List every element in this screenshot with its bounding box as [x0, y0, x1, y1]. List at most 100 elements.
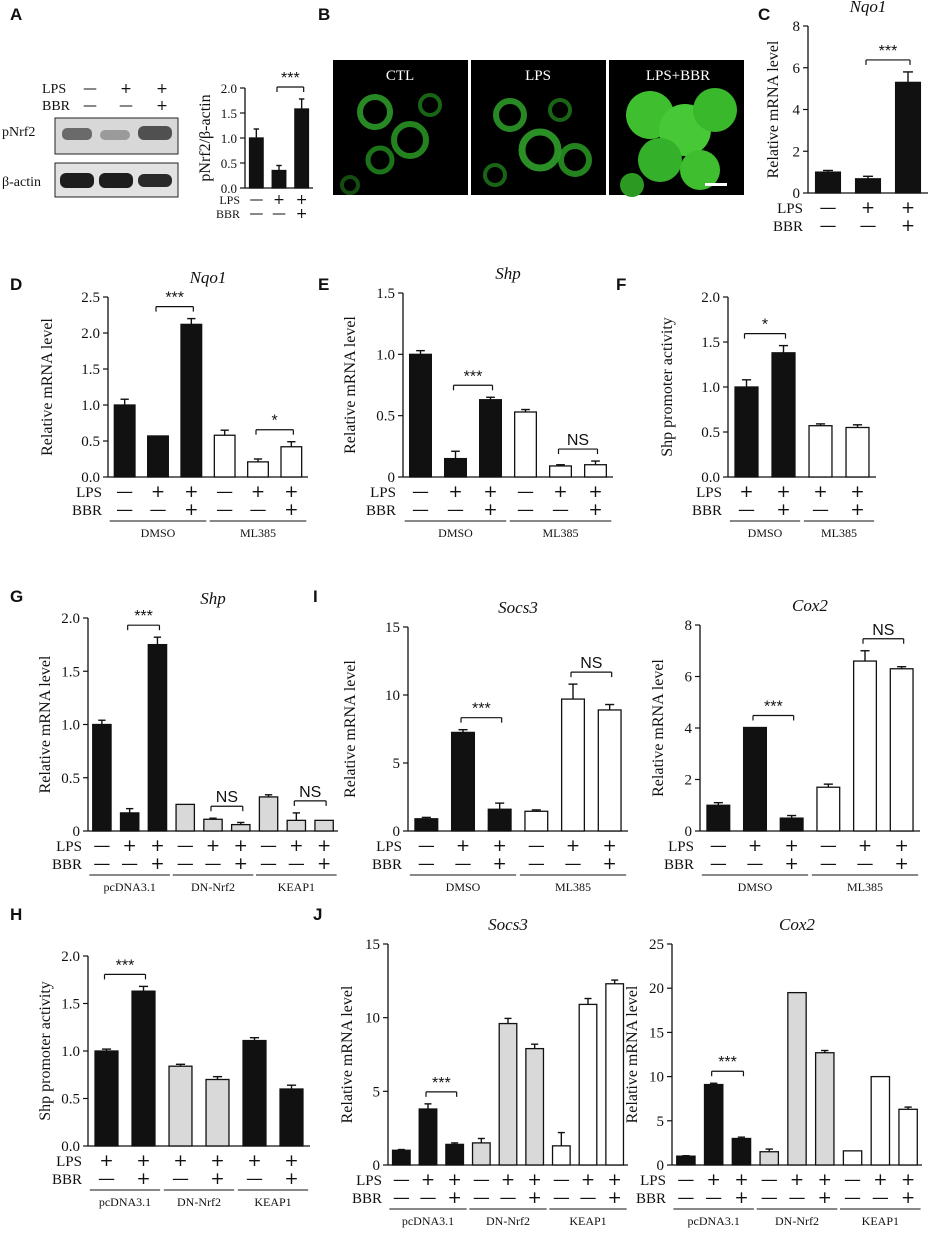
y-tick-label: 0.5	[61, 1092, 80, 1108]
chart-title: Cox2	[779, 915, 815, 934]
condition-sign: +	[813, 482, 827, 502]
condition-sign: +	[151, 482, 165, 502]
chart-d-nqo1: 0.0 0.5 1.0 1.5 2.0 2.5 Relative mRNA level Nqo…	[39, 268, 308, 540]
condition-sign: —	[473, 1188, 490, 1208]
condition-sign: +	[901, 216, 915, 236]
bar	[597, 709, 622, 832]
wb-sign: +	[156, 81, 168, 97]
group-label: KEAP1	[569, 1214, 606, 1228]
micrograph-lps: LPS	[471, 60, 606, 195]
bar	[408, 353, 432, 478]
wb-row-label-bbr: BBR	[42, 99, 71, 114]
condition-sign: +	[901, 198, 915, 218]
group-label: DN-Nrf2	[177, 1195, 221, 1209]
y-axis-title: pNrf2/β-actin	[197, 94, 214, 181]
significance-label: ***	[281, 70, 300, 87]
y-axis-title: Relative mRNA level	[765, 40, 782, 178]
y-tick-label: 10	[649, 1070, 664, 1086]
condition-sign: —	[761, 1170, 778, 1190]
y-tick-label: 2.0	[61, 949, 80, 965]
bar	[584, 464, 608, 478]
y-tick-label: 6	[685, 670, 693, 686]
condition-row-label: LPS	[777, 201, 803, 217]
group-label: DMSO	[446, 880, 481, 894]
panel-label-j: J	[313, 905, 322, 924]
significance-label: ***	[718, 1054, 737, 1071]
condition-sign: —	[747, 854, 764, 874]
condition-sign: +	[858, 836, 872, 856]
bar	[549, 465, 573, 478]
condition-sign: —	[565, 854, 582, 874]
condition-sign: —	[812, 500, 829, 520]
condition-sign: —	[820, 198, 837, 218]
y-tick-label: 1.0	[61, 718, 80, 734]
condition-sign: —	[216, 482, 233, 502]
condition-sign: +	[776, 500, 790, 520]
condition-sign: +	[608, 1188, 622, 1208]
chart-j-cox2: 0 5 10 15 20 25 Relative mRNA level Cox2 *** LPS —…	[624, 915, 922, 1228]
condition-sign: +	[234, 836, 248, 856]
condition-sign: —	[500, 1188, 517, 1208]
condition-sign: +	[251, 482, 265, 502]
condition-sign: +	[707, 1170, 721, 1190]
condition-sign: —	[249, 192, 263, 208]
condition-sign: —	[528, 836, 545, 856]
condition-sign: —	[393, 1170, 410, 1190]
condition-sign: +	[184, 482, 198, 502]
y-tick-label: 0.0	[701, 470, 720, 486]
bar	[280, 446, 303, 478]
group-label: DN-Nrf2	[191, 880, 235, 894]
condition-sign: +	[99, 1151, 113, 1171]
bar	[524, 810, 549, 832]
y-tick-label: 10	[365, 1011, 380, 1027]
condition-sign: +	[136, 1169, 150, 1189]
condition-sign: —	[447, 500, 464, 520]
bar	[742, 726, 768, 832]
chart-g-shp: 0 0.5 1.0 1.5 2.0 Relative mRNA level Shp *** NS…	[37, 589, 338, 894]
condition-sign: —	[705, 1188, 722, 1208]
bar	[605, 983, 625, 1166]
condition-sign: —	[246, 1169, 263, 1189]
condition-sign: —	[552, 500, 569, 520]
condition-row-label: LPS	[696, 485, 722, 501]
condition-sign: +	[901, 1170, 915, 1190]
bar	[816, 786, 841, 832]
condition-sign: +	[136, 1151, 150, 1171]
y-axis-title: Relative mRNA level	[37, 655, 54, 793]
significance-label: ***	[879, 43, 898, 60]
significance-label: *	[762, 317, 768, 334]
condition-sign: —	[553, 1188, 570, 1208]
bar	[487, 808, 512, 832]
wb-sign: +	[156, 98, 168, 114]
panel-label-e: E	[318, 275, 329, 294]
condition-sign: +	[790, 1170, 804, 1190]
condition-sign: +	[850, 500, 864, 520]
chart-title: Socs3	[488, 915, 528, 934]
condition-sign: +	[289, 836, 303, 856]
y-tick-label: 6	[793, 61, 801, 77]
bar	[706, 804, 731, 832]
bar	[414, 818, 439, 832]
significance-label: ***	[764, 698, 783, 715]
significance-label: ***	[134, 608, 153, 625]
y-tick-label: 8	[685, 618, 693, 634]
condition-sign: +	[553, 482, 567, 502]
condition-sign: +	[206, 836, 220, 856]
condition-sign: +	[566, 836, 580, 856]
condition-sign: +	[284, 500, 298, 520]
panel-label-b: B	[318, 5, 330, 24]
condition-sign: —	[528, 854, 545, 874]
group-label: pcDNA3.1	[99, 1195, 151, 1209]
wb-sign: +	[120, 81, 132, 97]
group-label: DMSO	[738, 880, 773, 894]
bar	[787, 991, 807, 1166]
condition-sign: +	[608, 1170, 622, 1190]
wb-row-label-lps: LPS	[42, 82, 66, 97]
bar	[842, 1150, 863, 1166]
condition-sign: +	[873, 1170, 887, 1190]
bar	[731, 1137, 752, 1166]
condition-sign: —	[710, 836, 727, 856]
condition-sign: +	[493, 836, 507, 856]
condition-sign: +	[448, 1170, 462, 1190]
